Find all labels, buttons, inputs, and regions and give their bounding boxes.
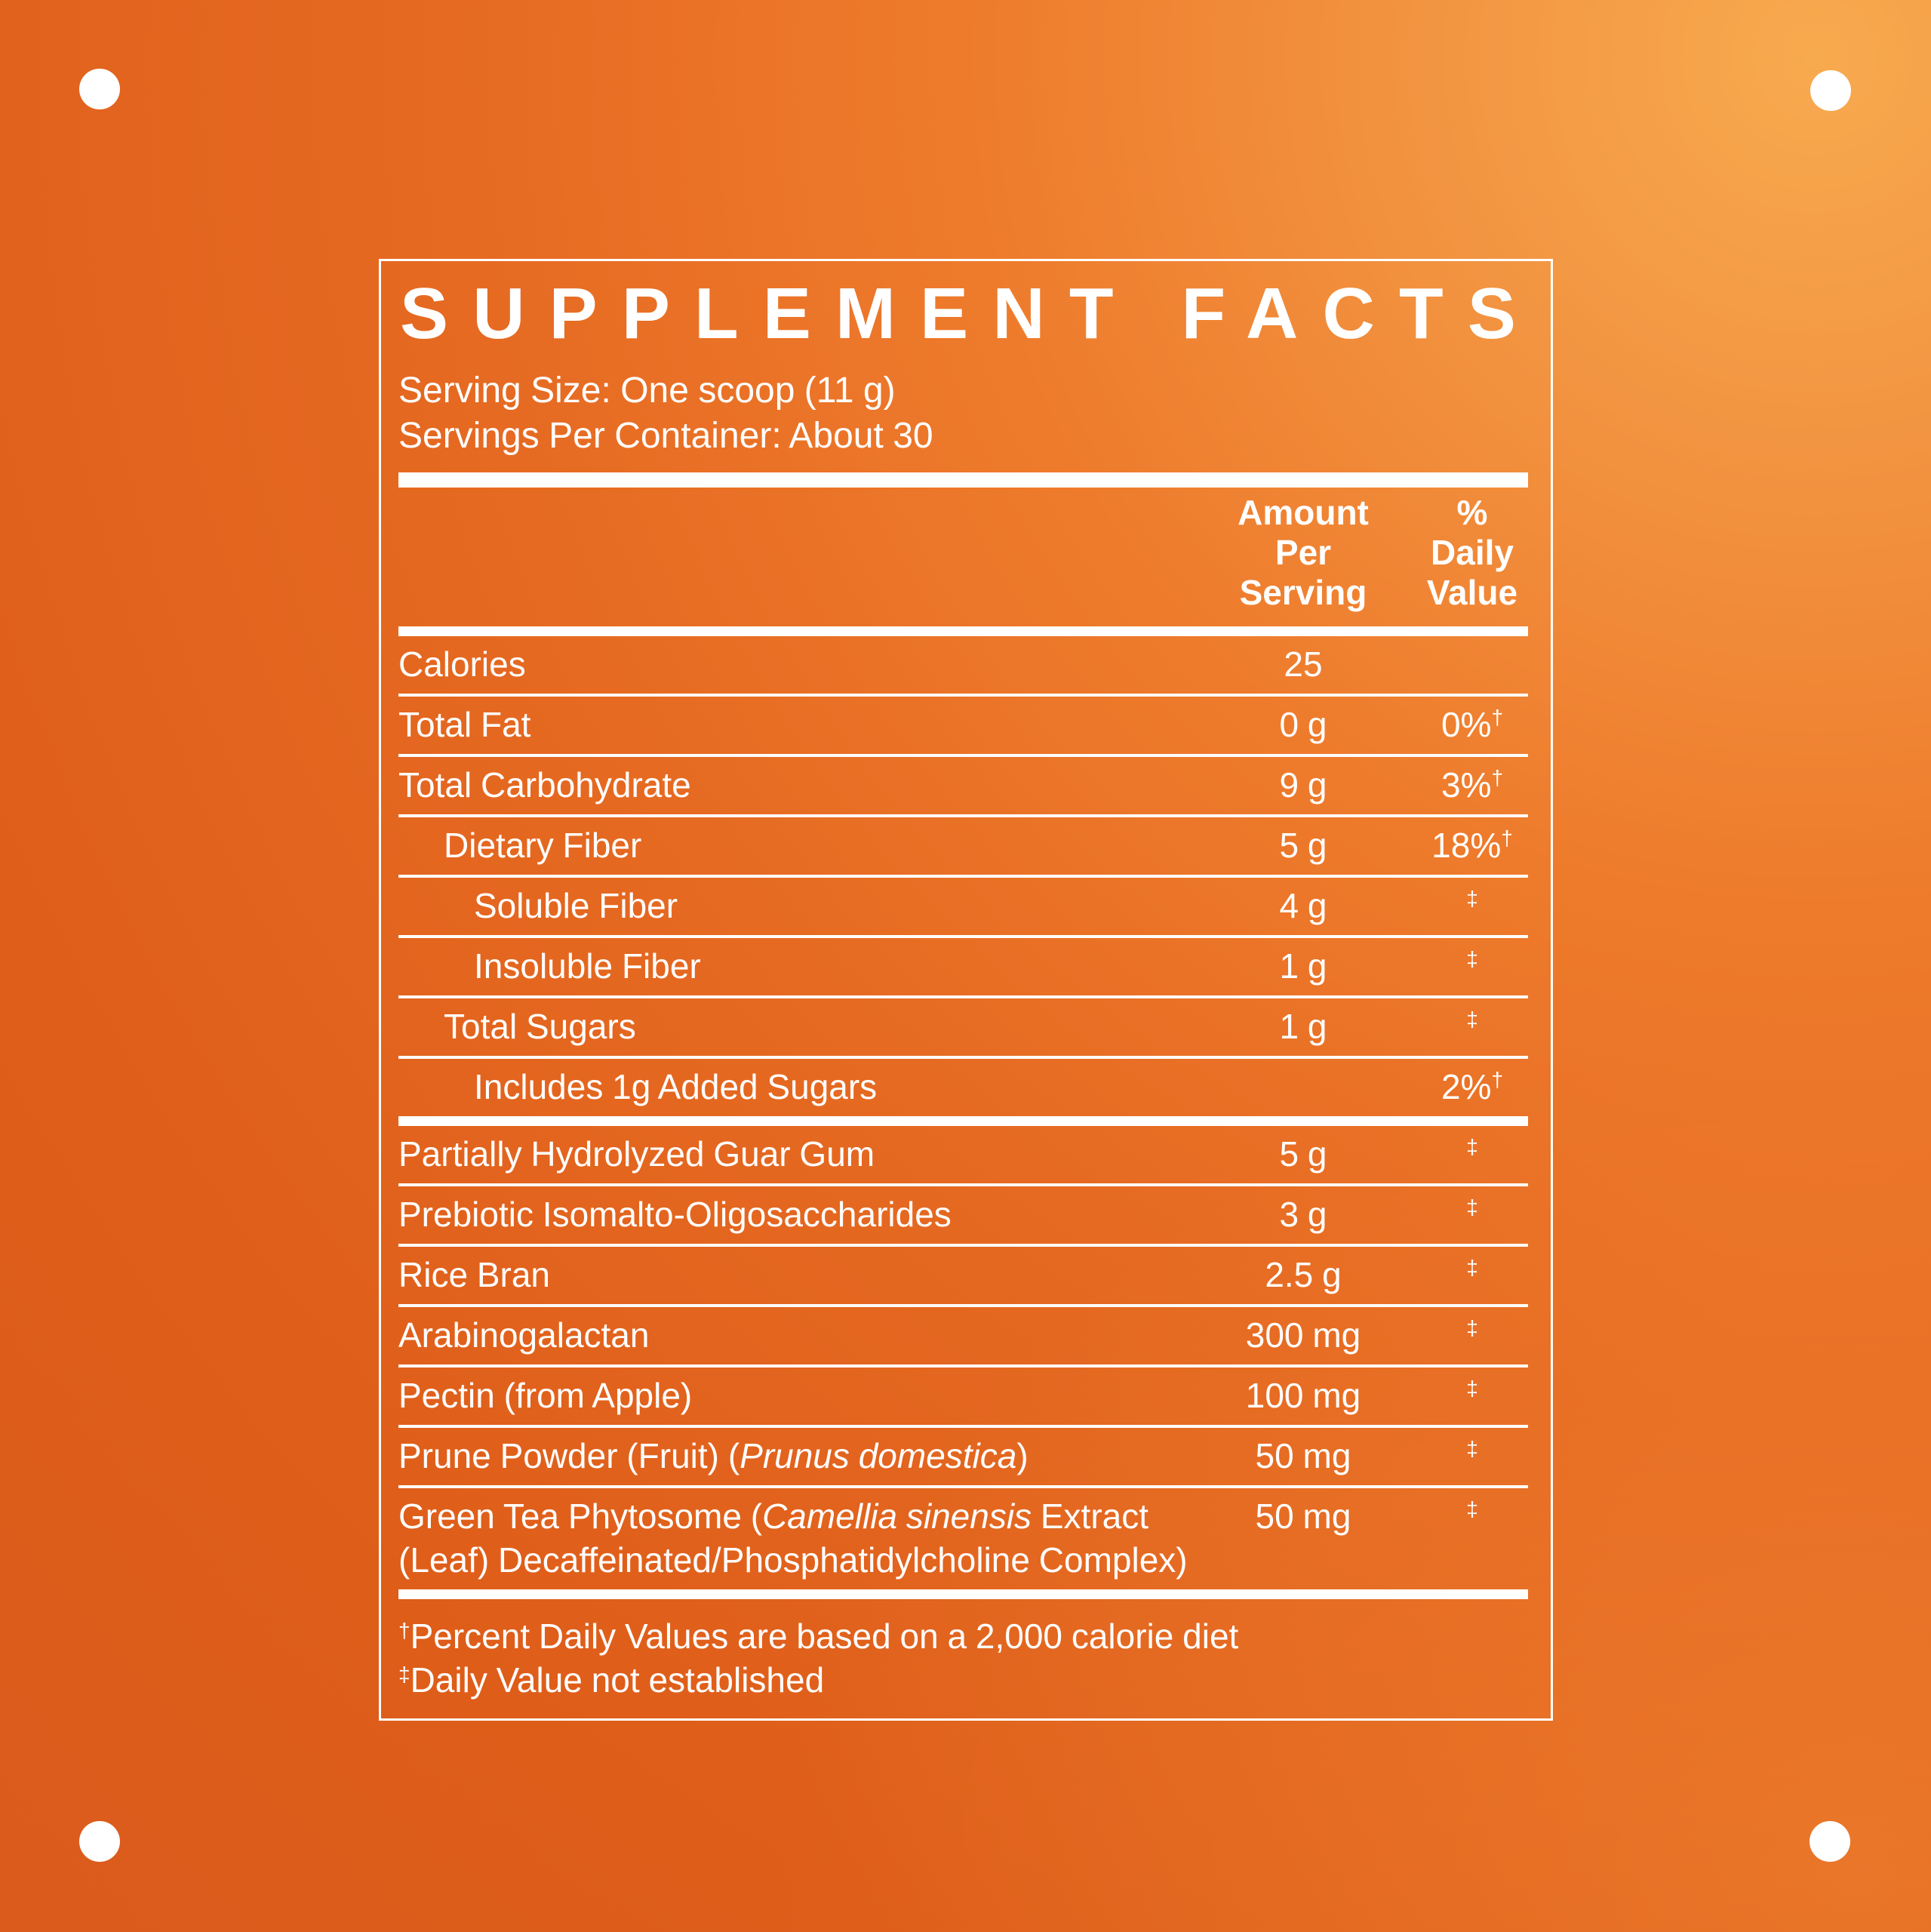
nutrient-row: Insoluble Fiber 1 g ‡ bbox=[398, 935, 1528, 995]
footnote-text: Daily Value not established bbox=[410, 1660, 825, 1700]
amount-cell: 4 g bbox=[1279, 886, 1327, 925]
serving-size-line: Serving Size: One scoop (11 g) bbox=[398, 371, 896, 411]
daily-value-cell: 18%† bbox=[1431, 826, 1513, 865]
amount-cell: 9 g bbox=[1279, 765, 1327, 804]
nutrient-name: Total Carbohydrate bbox=[398, 763, 1528, 807]
nutrient-row: Prune Powder (Fruit) (Prunus domestica) … bbox=[398, 1425, 1528, 1485]
nutrient-row: Total Sugars 1 g ‡ bbox=[398, 995, 1528, 1056]
supplement-facts-panel: SUPPLEMENT FACTS Serving Size: One scoop… bbox=[379, 259, 1553, 1721]
daily-value-cell: ‡ bbox=[1466, 1497, 1478, 1521]
nutrient-row: Partially Hydrolyzed Guar Gum 5 g ‡ bbox=[398, 1116, 1528, 1183]
nutrient-name: Rice Bran bbox=[398, 1253, 1528, 1297]
nutrient-name: Dietary Fiber bbox=[398, 823, 1528, 867]
nutrient-name: Soluble Fiber bbox=[398, 884, 1528, 928]
dagger-symbol: † bbox=[398, 1619, 410, 1642]
amount-cell: 2.5 g bbox=[1265, 1255, 1342, 1294]
nutrient-name: Pectin (from Apple) bbox=[398, 1374, 1528, 1417]
double-dagger-symbol: ‡ bbox=[398, 1663, 410, 1686]
thick-divider bbox=[398, 472, 1528, 488]
footnote-daily-values: †Percent Daily Values are based on a 2,0… bbox=[398, 1614, 1528, 1658]
amount-cell: 100 mg bbox=[1245, 1376, 1361, 1415]
daily-value-cell: 0%† bbox=[1441, 705, 1504, 744]
corner-dot bbox=[1810, 70, 1851, 111]
corner-dot bbox=[1810, 1821, 1850, 1862]
daily-value-cell: 3%† bbox=[1441, 765, 1504, 804]
amount-cell: 50 mg bbox=[1255, 1436, 1351, 1475]
daily-value-cell: ‡ bbox=[1466, 1008, 1478, 1031]
amount-cell: 300 mg bbox=[1245, 1315, 1361, 1355]
nutrient-row: Calories 25 bbox=[398, 636, 1528, 694]
percent-daily-value-header: % Daily Value bbox=[1426, 493, 1518, 612]
daily-value-cell: ‡ bbox=[1466, 947, 1478, 971]
amount-cell: 1 g bbox=[1279, 1007, 1327, 1046]
corner-dot bbox=[79, 69, 120, 109]
amount-cell: 1 g bbox=[1279, 946, 1327, 986]
nutrient-name: Partially Hydrolyzed Guar Gum bbox=[398, 1132, 1528, 1176]
table-header-row: Amount Per Serving % Daily Value bbox=[398, 488, 1528, 617]
nutrient-row: Rice Bran 2.5 g ‡ bbox=[398, 1244, 1528, 1304]
amount-cell: 50 mg bbox=[1255, 1497, 1351, 1536]
nutrient-name: Insoluble Fiber bbox=[398, 944, 1528, 988]
nutrient-name: Green Tea Phytosome (Camellia sinensis E… bbox=[398, 1494, 1528, 1582]
daily-value-cell: 2%† bbox=[1441, 1067, 1504, 1106]
daily-value-cell: ‡ bbox=[1466, 887, 1478, 910]
amount-per-serving-header: Amount Per Serving bbox=[1238, 493, 1369, 612]
nutrient-row: Pectin (from Apple) 100 mg ‡ bbox=[398, 1364, 1528, 1425]
amount-cell: 3 g bbox=[1279, 1195, 1327, 1234]
nutrient-name: Includes 1g Added Sugars bbox=[398, 1065, 1528, 1109]
nutrient-rows: Calories 25 Total Fat 0 g 0%† Total Carb… bbox=[398, 636, 1528, 1589]
nutrient-row: Prebiotic Isomalto-Oligosaccharides 3 g … bbox=[398, 1183, 1528, 1244]
corner-dot bbox=[79, 1821, 120, 1862]
serving-info: Serving Size: One scoop (11 g) Servings … bbox=[398, 368, 1528, 459]
header-divider bbox=[398, 626, 1528, 636]
nutrient-name: Arabinogalactan bbox=[398, 1313, 1528, 1357]
amount-cell: 5 g bbox=[1279, 1134, 1327, 1174]
nutrient-name: Total Fat bbox=[398, 703, 1528, 746]
daily-value-cell: ‡ bbox=[1466, 1437, 1478, 1460]
daily-value-cell: ‡ bbox=[1466, 1256, 1478, 1279]
daily-value-cell: ‡ bbox=[1466, 1195, 1478, 1219]
nutrient-name: Total Sugars bbox=[398, 1004, 1528, 1048]
amount-cell: 25 bbox=[1284, 645, 1323, 684]
amount-cell: 0 g bbox=[1279, 705, 1327, 744]
daily-value-cell: ‡ bbox=[1466, 1135, 1478, 1158]
daily-value-cell: ‡ bbox=[1466, 1316, 1478, 1340]
nutrient-row: Includes 1g Added Sugars 2%† bbox=[398, 1056, 1528, 1116]
nutrient-row: Arabinogalactan 300 mg ‡ bbox=[398, 1304, 1528, 1364]
panel-title: SUPPLEMENT FACTS bbox=[400, 273, 1541, 354]
nutrient-row: Dietary Fiber 5 g 18%† bbox=[398, 814, 1528, 875]
footnote-text: Percent Daily Values are based on a 2,00… bbox=[410, 1617, 1239, 1656]
nutrient-name: Prune Powder (Fruit) (Prunus domestica) bbox=[398, 1434, 1528, 1478]
footnotes: †Percent Daily Values are based on a 2,0… bbox=[398, 1589, 1528, 1702]
daily-value-cell: ‡ bbox=[1466, 1377, 1478, 1400]
amount-cell: 5 g bbox=[1279, 826, 1327, 865]
nutrient-name: Calories bbox=[398, 642, 1528, 686]
nutrient-row: Soluble Fiber 4 g ‡ bbox=[398, 875, 1528, 935]
footnote-dv-not-established: ‡Daily Value not established bbox=[398, 1658, 1528, 1702]
servings-per-container-line: Servings Per Container: About 30 bbox=[398, 416, 933, 456]
nutrient-name: Prebiotic Isomalto-Oligosaccharides bbox=[398, 1192, 1528, 1236]
nutrient-row: Total Carbohydrate 9 g 3%† bbox=[398, 754, 1528, 814]
nutrient-row: Total Fat 0 g 0%† bbox=[398, 694, 1528, 754]
nutrient-row: Green Tea Phytosome (Camellia sinensis E… bbox=[398, 1485, 1528, 1589]
